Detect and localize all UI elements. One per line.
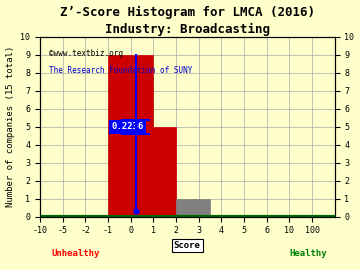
Text: Healthy: Healthy [289,249,327,258]
Bar [108,55,153,217]
X-axis label: Score: Score [174,241,201,250]
Text: 0.2236: 0.2236 [112,122,144,131]
Title: Z’-Score Histogram for LMCA (2016)
Industry: Broadcasting: Z’-Score Histogram for LMCA (2016) Indus… [60,6,315,36]
Text: The Research Foundation of SUNY: The Research Foundation of SUNY [49,66,192,75]
Text: ©www.textbiz.org: ©www.textbiz.org [49,49,123,59]
Text: Unhealthy: Unhealthy [51,249,100,258]
Bar [176,199,210,217]
Bar [153,127,176,217]
Y-axis label: Number of companies (15 total): Number of companies (15 total) [5,46,14,207]
